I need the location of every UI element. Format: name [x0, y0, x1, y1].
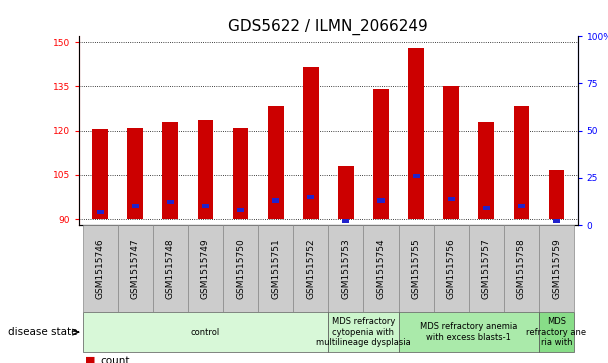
Bar [127, 128, 143, 219]
Text: GSM1515747: GSM1515747 [131, 238, 140, 299]
Text: control: control [191, 328, 220, 337]
Bar [198, 121, 213, 219]
Bar [342, 219, 350, 223]
Bar [293, 225, 328, 312]
Text: GSM1515754: GSM1515754 [376, 238, 385, 299]
Text: GSM1515748: GSM1515748 [166, 238, 175, 299]
Bar [233, 128, 249, 219]
Bar [237, 208, 244, 212]
Bar [258, 225, 293, 312]
Bar [162, 122, 178, 219]
Bar [188, 225, 223, 312]
Bar [514, 106, 530, 219]
Bar [92, 129, 108, 219]
Text: GSM1515756: GSM1515756 [447, 238, 456, 299]
Bar [268, 106, 283, 219]
Text: disease state: disease state [9, 327, 78, 337]
Text: GSM1515755: GSM1515755 [412, 238, 421, 299]
Text: GSM1515758: GSM1515758 [517, 238, 526, 299]
Bar [97, 210, 103, 214]
Bar [132, 204, 139, 208]
Bar [307, 195, 314, 199]
Bar [483, 206, 490, 210]
Bar [83, 225, 118, 312]
Title: GDS5622 / ILMN_2066249: GDS5622 / ILMN_2066249 [229, 19, 428, 35]
Bar [539, 225, 574, 312]
Bar [167, 200, 174, 204]
Bar [398, 312, 539, 352]
Bar [378, 199, 384, 203]
Text: GSM1515749: GSM1515749 [201, 238, 210, 299]
Bar [272, 199, 279, 203]
Bar [398, 225, 434, 312]
Bar [118, 225, 153, 312]
Text: MDS
refractory ane
ria with: MDS refractory ane ria with [527, 317, 587, 347]
Bar [469, 225, 504, 312]
Bar [202, 204, 209, 208]
Text: GSM1515750: GSM1515750 [236, 238, 245, 299]
Bar [153, 225, 188, 312]
Bar [504, 225, 539, 312]
Bar [373, 89, 389, 219]
Text: GSM1515753: GSM1515753 [341, 238, 350, 299]
Bar [223, 225, 258, 312]
Text: GSM1515757: GSM1515757 [482, 238, 491, 299]
Text: GSM1515759: GSM1515759 [552, 238, 561, 299]
Bar [539, 312, 574, 352]
Bar [548, 171, 564, 219]
Bar [478, 122, 494, 219]
Bar [518, 204, 525, 208]
Text: GSM1515746: GSM1515746 [95, 238, 105, 299]
Bar [303, 67, 319, 219]
Text: MDS refractory anemia
with excess blasts-1: MDS refractory anemia with excess blasts… [420, 322, 517, 342]
Bar [83, 312, 328, 352]
Text: GSM1515752: GSM1515752 [306, 238, 316, 299]
Text: ■: ■ [85, 356, 95, 363]
Bar [553, 219, 560, 223]
Bar [328, 225, 364, 312]
Bar [447, 196, 455, 201]
Text: MDS refractory
cytopenia with
multilineage dysplasia: MDS refractory cytopenia with multilinea… [316, 317, 411, 347]
Bar [328, 312, 398, 352]
Bar [434, 225, 469, 312]
Bar [408, 48, 424, 219]
Bar [443, 86, 459, 219]
Bar [413, 174, 420, 178]
Bar [338, 166, 354, 219]
Text: count: count [100, 356, 130, 363]
Bar [364, 225, 398, 312]
Text: GSM1515751: GSM1515751 [271, 238, 280, 299]
